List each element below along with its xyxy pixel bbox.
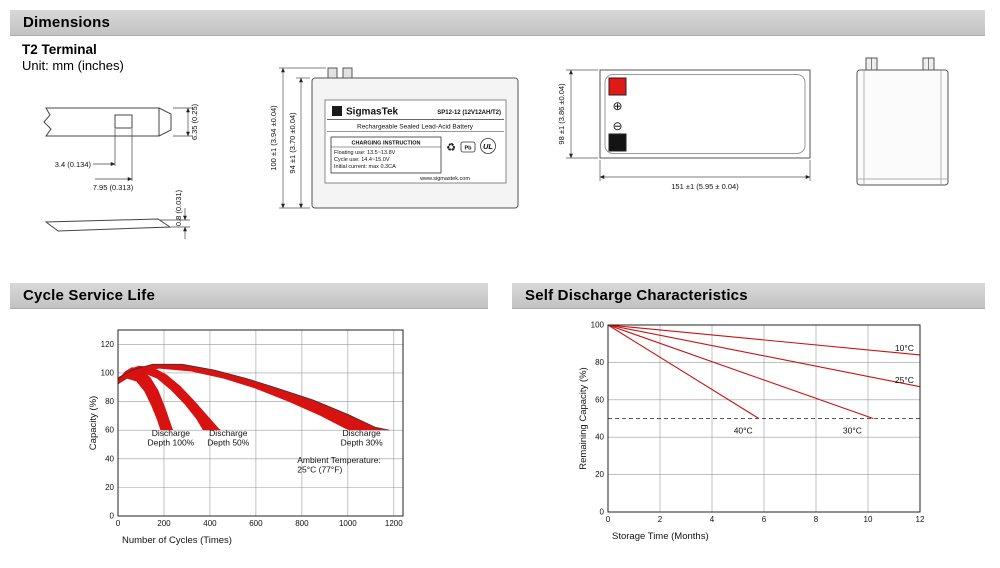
band-Discharge Depth 30% [118, 364, 389, 431]
terminal-detail-dim-labels: 6.35 (0.25) 3.4 (0.134) 7.95 (0.313) 0.8… [55, 103, 199, 226]
cycle-title: Cycle Service Life [23, 287, 156, 304]
battery-label [324, 99, 507, 184]
dim-terminal-thickness: 0.8 (0.031) [174, 189, 183, 226]
brand-logo-icon [332, 106, 342, 116]
svg-text:Number of Cycles (Times): Number of Cycles (Times) [122, 535, 232, 546]
svg-text:400: 400 [203, 519, 217, 528]
svg-text:6: 6 [762, 515, 767, 524]
website-text: www.sigmastek.com [419, 176, 470, 182]
series-40°C [607, 324, 760, 419]
dimension-drawings: 6.35 (0.25) 3.4 (0.134) 7.95 (0.313) 0.8… [43, 57, 949, 239]
dimensions-title: Dimensions [23, 14, 111, 31]
ul-icon [480, 138, 496, 154]
section-header-self-discharge: Self Discharge Characteristics [512, 283, 985, 309]
svg-text:Remaining Capacity (%): Remaining Capacity (%) [578, 367, 589, 469]
cycle-service-life-chart: 0 200 400 600 800 1000 1200 0 20 40 60 80 100 120 Disc… [88, 329, 404, 546]
svg-text:Capacity (%): Capacity (%) [88, 396, 99, 450]
svg-text:40: 40 [105, 454, 114, 463]
pb-text: Pb [464, 146, 472, 152]
svg-text:60: 60 [595, 395, 604, 404]
svg-text:25°C: 25°C [895, 375, 914, 385]
series-10°C [607, 324, 921, 356]
recycle-icon: ♻ [446, 142, 456, 154]
front-terminal-tab [327, 67, 338, 79]
svg-text:80: 80 [105, 397, 114, 406]
svg-text:800: 800 [295, 519, 309, 528]
svg-text:30°C: 30°C [843, 425, 862, 435]
svg-text:2: 2 [658, 515, 663, 524]
negative-terminal [608, 133, 627, 152]
charging-line-2: Cycle use: 14.4~15.0V [334, 157, 390, 163]
ul-text: UL [483, 142, 493, 151]
battery-side-body [856, 69, 949, 186]
terminal-type-label: T2 Terminal [22, 42, 97, 57]
charging-line-1: Floating use: 13.5~13.8V [334, 150, 396, 156]
section-header-cycle-service-life: Cycle Service Life [10, 283, 488, 309]
positive-terminal [608, 77, 627, 96]
self-discharge-title: Self Discharge Characteristics [525, 287, 748, 304]
svg-text:0: 0 [606, 515, 611, 524]
self-discharge-chart: 0 2 4 6 8 10 12 0 20 40 60 80 100 10°C 25°C 30°C 40°C Sto… [578, 321, 925, 543]
dim-case-height: 94 ±1 (3.70 ±0.04) [288, 112, 297, 174]
svg-text:4: 4 [710, 515, 715, 524]
charging-title: CHARGING INSTRUCTION [351, 141, 420, 147]
model-number: SP12-12 (12V12AH/T2) [437, 110, 501, 116]
positive-terminal-symbol: ⊕ [612, 99, 622, 113]
band-Discharge Depth 100% [118, 367, 174, 431]
negative-terminal-symbol: ⊖ [612, 119, 622, 133]
dim-terminal-hole: 3.4 (0.134) [55, 160, 92, 169]
battery-top-outline [599, 69, 811, 159]
svg-text:0: 0 [600, 508, 605, 517]
svg-text:80: 80 [595, 358, 604, 367]
svg-text:1000: 1000 [339, 519, 357, 528]
battery-top-inner [604, 74, 806, 154]
svg-text:40: 40 [595, 433, 604, 442]
svg-text:12: 12 [916, 515, 925, 524]
svg-text:0: 0 [110, 512, 115, 521]
top-view-texts: ⊕ ⊖ 98 ±1 (3.86 ±0.04) 151 ±1 (5.95 ± 0.… [557, 83, 739, 191]
series-30°C [607, 324, 874, 420]
pb-icon [460, 141, 476, 153]
svg-text:20: 20 [595, 470, 604, 479]
front-view-drawing [279, 67, 519, 209]
svg-text:20: 20 [105, 483, 114, 492]
svg-text:10: 10 [864, 515, 873, 524]
svg-text:0: 0 [116, 519, 121, 528]
charging-instruction-box [330, 136, 442, 174]
terminal-detail-drawing [43, 107, 193, 239]
svg-text:40°C: 40°C [734, 425, 753, 435]
dim-top-length: 151 ±1 (5.95 ± 0.04) [671, 182, 739, 191]
svg-text:10°C: 10°C [895, 343, 914, 353]
svg-text:Ambient Temperature:25°C (77°F: Ambient Temperature: 25°C (77°F) [297, 455, 380, 475]
section-header-dimensions: Dimensions [10, 10, 985, 36]
band-Discharge Depth 50% [118, 365, 222, 431]
side-view-drawing [856, 57, 949, 186]
front-view-texts: SigmasTek SP12-12 (12V12AH/T2) Rechargea… [269, 105, 501, 182]
dim-total-height: 100 ±1 (3.94 ±0.04) [269, 105, 278, 171]
svg-text:100: 100 [591, 321, 605, 330]
svg-text:Storage Time (Months): Storage Time (Months) [612, 531, 709, 542]
unit-label: Unit: mm (inches) [22, 58, 124, 73]
svg-text:60: 60 [105, 426, 114, 435]
dim-terminal-height: 6.35 (0.25) [190, 103, 199, 140]
svg-text:100: 100 [101, 368, 115, 377]
charging-line-3: Initial current: max 0.3CA [334, 164, 396, 170]
top-view-drawing [566, 69, 811, 181]
svg-text:200: 200 [157, 519, 171, 528]
svg-text:1200: 1200 [385, 519, 403, 528]
front-terminal-tab [342, 67, 353, 79]
series-25°C [607, 324, 921, 388]
svg-text:8: 8 [814, 515, 819, 524]
svg-text:600: 600 [249, 519, 263, 528]
dim-top-width: 98 ±1 (3.86 ±0.04) [557, 83, 566, 145]
dim-terminal-width: 7.95 (0.313) [93, 183, 134, 192]
brand-name: SigmasTek [346, 107, 398, 118]
battery-type: Rechargeable Sealed Lead-Acid Battery [357, 124, 474, 131]
svg-text:120: 120 [101, 340, 115, 349]
